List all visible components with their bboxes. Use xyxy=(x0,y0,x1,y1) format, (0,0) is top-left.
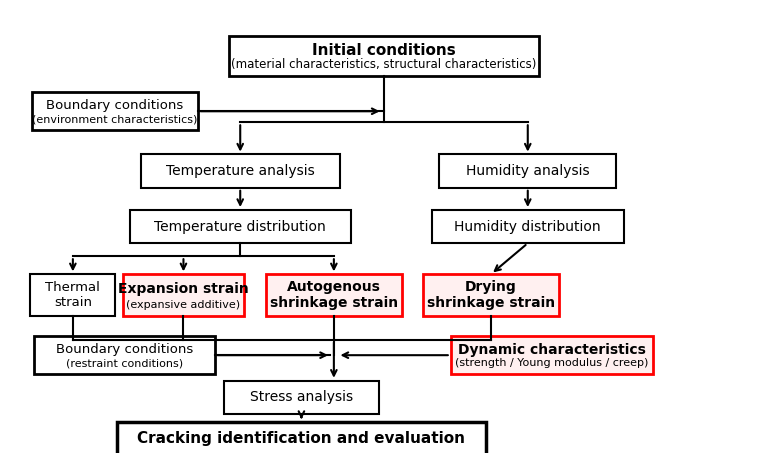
FancyBboxPatch shape xyxy=(32,92,198,130)
Text: (restraint conditions): (restraint conditions) xyxy=(66,359,183,369)
Text: Expansion strain: Expansion strain xyxy=(118,282,249,297)
Text: (environment characteristics): (environment characteristics) xyxy=(32,115,197,125)
FancyBboxPatch shape xyxy=(422,274,559,316)
Text: Dynamic characteristics: Dynamic characteristics xyxy=(458,343,646,357)
FancyBboxPatch shape xyxy=(123,274,244,316)
Text: Humidity analysis: Humidity analysis xyxy=(466,164,590,178)
Text: Temperature analysis: Temperature analysis xyxy=(166,164,315,178)
Text: Thermal
strain: Thermal strain xyxy=(45,281,101,310)
Text: (material characteristics, structural characteristics): (material characteristics, structural ch… xyxy=(231,58,537,71)
FancyBboxPatch shape xyxy=(34,336,215,374)
Text: (strength / Young modulus / creep): (strength / Young modulus / creep) xyxy=(455,359,649,369)
FancyBboxPatch shape xyxy=(451,336,654,374)
Text: Cracking identification and evaluation: Cracking identification and evaluation xyxy=(137,431,465,446)
FancyBboxPatch shape xyxy=(266,274,402,316)
Text: Humidity distribution: Humidity distribution xyxy=(455,219,601,234)
Text: Temperature distribution: Temperature distribution xyxy=(154,219,326,234)
Text: Stress analysis: Stress analysis xyxy=(250,390,353,404)
FancyBboxPatch shape xyxy=(130,210,351,243)
Text: Boundary conditions: Boundary conditions xyxy=(56,343,193,356)
FancyBboxPatch shape xyxy=(117,422,485,455)
Text: Initial conditions: Initial conditions xyxy=(312,43,456,58)
Text: (expansive additive): (expansive additive) xyxy=(127,299,240,310)
FancyBboxPatch shape xyxy=(31,274,115,316)
FancyBboxPatch shape xyxy=(141,154,339,188)
Text: Autogenous
shrinkage strain: Autogenous shrinkage strain xyxy=(270,280,398,310)
FancyBboxPatch shape xyxy=(439,154,616,188)
FancyBboxPatch shape xyxy=(432,210,624,243)
FancyBboxPatch shape xyxy=(229,36,539,76)
FancyBboxPatch shape xyxy=(224,381,379,414)
Text: Drying
shrinkage strain: Drying shrinkage strain xyxy=(427,280,555,310)
Text: Boundary conditions: Boundary conditions xyxy=(46,99,184,112)
